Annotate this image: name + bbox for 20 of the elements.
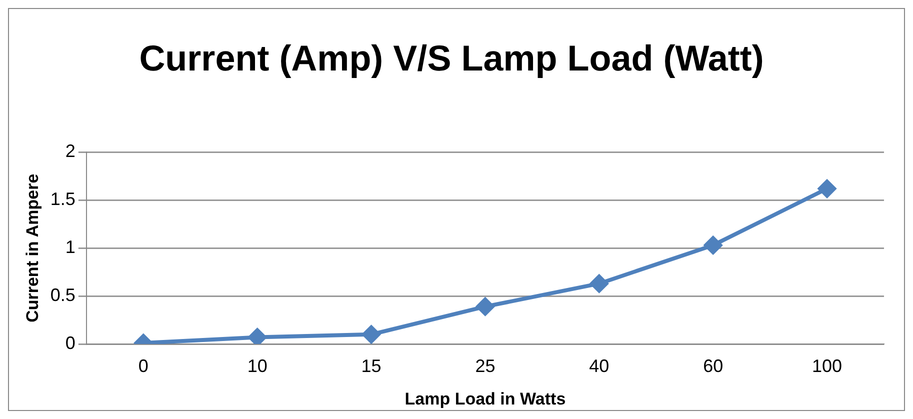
y-tick-label: 0 (65, 332, 76, 353)
x-tick-label: 0 (138, 356, 148, 376)
y-tick-label: 2 (65, 141, 76, 162)
chart-title: Current (Amp) V/S Lamp Load (Watt) (139, 38, 764, 79)
x-tick-label: 100 (812, 356, 842, 376)
x-tick-label: 15 (361, 356, 382, 376)
point (590, 274, 608, 293)
x-tick-label: 25 (475, 356, 496, 376)
point (476, 298, 494, 316)
x-tick-label: 10 (247, 356, 268, 376)
x-tick-label: 40 (589, 356, 610, 376)
y-axis-title: Current in Ampere (22, 174, 42, 322)
point (362, 325, 380, 344)
point (704, 236, 722, 254)
y-tick-label: 0.5 (50, 285, 76, 306)
x-tick-label: 60 (703, 356, 724, 376)
x-axis-title: Lamp Load in Watts (404, 389, 566, 408)
y-tick-label: 1.5 (50, 189, 76, 210)
y-tick-label: 1 (65, 237, 76, 258)
point (818, 180, 836, 198)
